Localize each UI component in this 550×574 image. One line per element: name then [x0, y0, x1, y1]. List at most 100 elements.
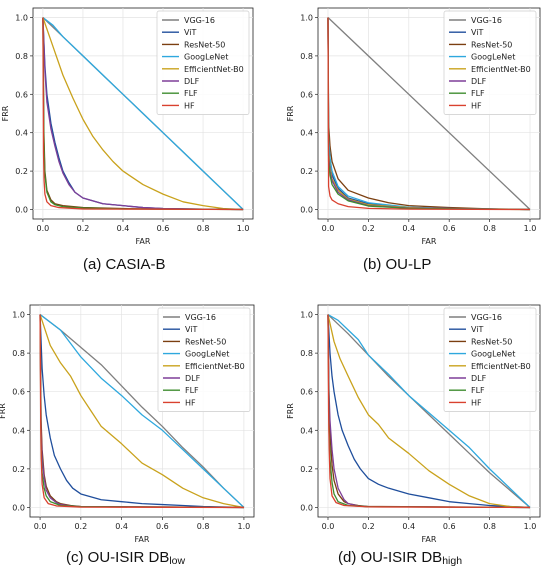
- x-tick-label: 1.0: [238, 522, 251, 531]
- caption-d-subscript: high: [442, 555, 463, 567]
- legend-label: GoogLeNet: [185, 350, 229, 359]
- caption-b-text: (b) OU-LP: [363, 256, 432, 273]
- caption-a-text: (a) CASIA-B: [83, 256, 166, 273]
- legend-label: ViT: [185, 325, 198, 334]
- legend-label: ResNet-50: [184, 40, 225, 49]
- legend-label: VGG-16: [185, 313, 216, 322]
- y-tick-label: 0.2: [12, 465, 25, 474]
- x-tick-label: 0.2: [362, 224, 375, 233]
- x-tick-label: 0.2: [77, 224, 90, 233]
- y-tick-label: 0.4: [300, 426, 313, 435]
- x-tick-label: 0.4: [115, 522, 128, 531]
- legend-label: ViT: [184, 28, 197, 37]
- x-tick-label: 0.6: [157, 224, 170, 233]
- y-tick-label: 0.0: [300, 206, 313, 215]
- legend-label: EfficientNet-B0: [471, 65, 531, 74]
- y-axis-label: FRR: [286, 403, 295, 419]
- y-tick-label: 0.2: [300, 465, 313, 474]
- chart-panel-d: 0.0 0.0 0.2 0.2 0.4 0.4 0.6 0.6 0.8 0.8 1.0 1.0 FAR F…: [286, 304, 541, 544]
- caption-d-text: (d) OU-ISIR DB: [338, 549, 443, 566]
- y-tick-label: 0.0: [15, 206, 28, 215]
- caption-c: (c) OU-ISIR DBlow: [66, 549, 185, 567]
- legend-label: FLF: [471, 89, 485, 98]
- y-tick-label: 0.8: [12, 349, 25, 358]
- caption-d: (d) OU-ISIR DBhigh: [338, 549, 462, 567]
- y-axis-label: FRR: [286, 105, 295, 121]
- caption-b: (b) OU-LP: [363, 256, 431, 273]
- legend-label: ResNet-50: [471, 40, 512, 49]
- caption-a: (a) CASIA-B: [83, 256, 166, 273]
- x-axis-label: FAR: [422, 237, 437, 246]
- series-line-hf: [327, 17, 531, 211]
- legend-label: DLF: [185, 374, 201, 383]
- y-tick-label: 0.6: [300, 90, 313, 99]
- series-line-hf: [39, 314, 244, 509]
- legend: VGG-16 ViT ResNet-50 GoogLeNet EfficientNet-…: [156, 10, 250, 115]
- legend-label: VGG-16: [184, 16, 215, 25]
- caption-c-subscript: low: [169, 555, 186, 567]
- series-line-googlenet: [327, 313, 531, 508]
- y-tick-label: 0.8: [300, 349, 313, 358]
- caption-c-text: (c) OU-ISIR DB: [66, 549, 170, 566]
- y-tick-label: 1.0: [12, 311, 25, 320]
- x-tick-label: 0.4: [117, 224, 130, 233]
- series-line-efficientnet-b0: [42, 17, 244, 211]
- y-tick-label: 0.0: [12, 503, 25, 512]
- chart-panel-b: 0.0 0.0 0.2 0.2 0.4 0.4 0.6 0.6 0.8 0.8 1.0 1.0 FAR F…: [286, 7, 541, 246]
- x-tick-label: 0.4: [402, 522, 415, 531]
- x-tick-label: 1.0: [524, 522, 537, 531]
- legend-label: ResNet-50: [185, 337, 226, 346]
- x-tick-label: 0.0: [34, 522, 47, 531]
- x-tick-label: 0.0: [37, 224, 50, 233]
- legend-label: ViT: [471, 325, 484, 334]
- y-tick-label: 1.0: [300, 311, 313, 320]
- series-line-efficientnet-b0: [39, 314, 245, 509]
- x-tick-label: 0.0: [322, 522, 335, 531]
- x-tick-label: 0.8: [197, 224, 210, 233]
- legend-label: ResNet-50: [471, 337, 512, 346]
- series-line-efficientnet-b0: [327, 314, 531, 509]
- x-tick-label: 0.6: [156, 522, 169, 531]
- legend-label: HF: [185, 398, 196, 407]
- y-tick-label: 0.4: [300, 129, 313, 138]
- y-axis-label: FRR: [1, 105, 10, 121]
- legend-label: DLF: [184, 77, 200, 86]
- legend-label: FLF: [471, 386, 485, 395]
- legend: VGG-16 ViT ResNet-50 GoogLeNet EfficientNet-…: [443, 307, 537, 412]
- series-line-vit: [327, 314, 531, 509]
- legend-label: DLF: [471, 374, 487, 383]
- legend-label: ViT: [471, 28, 484, 37]
- legend-label: EfficientNet-B0: [471, 362, 531, 371]
- legend: VGG-16 ViT ResNet-50 GoogLeNet EfficientNet-…: [443, 10, 537, 115]
- legend-label: EfficientNet-B0: [184, 65, 244, 74]
- y-tick-label: 0.4: [12, 426, 25, 435]
- x-tick-label: 1.0: [237, 224, 250, 233]
- legend-label: HF: [471, 398, 482, 407]
- y-tick-label: 0.8: [15, 52, 28, 61]
- legend-box: [156, 10, 250, 115]
- x-tick-label: 0.6: [443, 224, 456, 233]
- y-tick-label: 0.6: [300, 388, 313, 397]
- chart-panel-a: 0.0 0.0 0.2 0.2 0.4 0.4 0.6 0.6 0.8 0.8 1.0 1.0 FAR F…: [1, 7, 254, 246]
- x-tick-label: 0.2: [74, 522, 87, 531]
- y-tick-label: 1.0: [300, 13, 313, 22]
- x-tick-label: 1.0: [524, 224, 537, 233]
- x-axis-label: FAR: [135, 535, 150, 544]
- legend-label: DLF: [471, 77, 487, 86]
- legend-label: HF: [184, 101, 195, 110]
- y-tick-label: 0.6: [12, 388, 25, 397]
- series-line-googlenet: [42, 16, 244, 210]
- series-line-googlenet: [39, 314, 245, 508]
- y-tick-label: 0.2: [15, 167, 28, 176]
- y-tick-label: 0.0: [300, 503, 313, 512]
- legend-label: GoogLeNet: [471, 53, 515, 62]
- x-axis-label: FAR: [136, 237, 151, 246]
- series-line-vgg-16: [327, 314, 531, 508]
- x-tick-label: 0.8: [483, 224, 496, 233]
- legend-label: VGG-16: [471, 313, 502, 322]
- y-tick-label: 0.6: [15, 90, 28, 99]
- series-line-resnet-50: [327, 17, 531, 211]
- legend-label: VGG-16: [471, 16, 502, 25]
- y-tick-label: 0.8: [300, 52, 313, 61]
